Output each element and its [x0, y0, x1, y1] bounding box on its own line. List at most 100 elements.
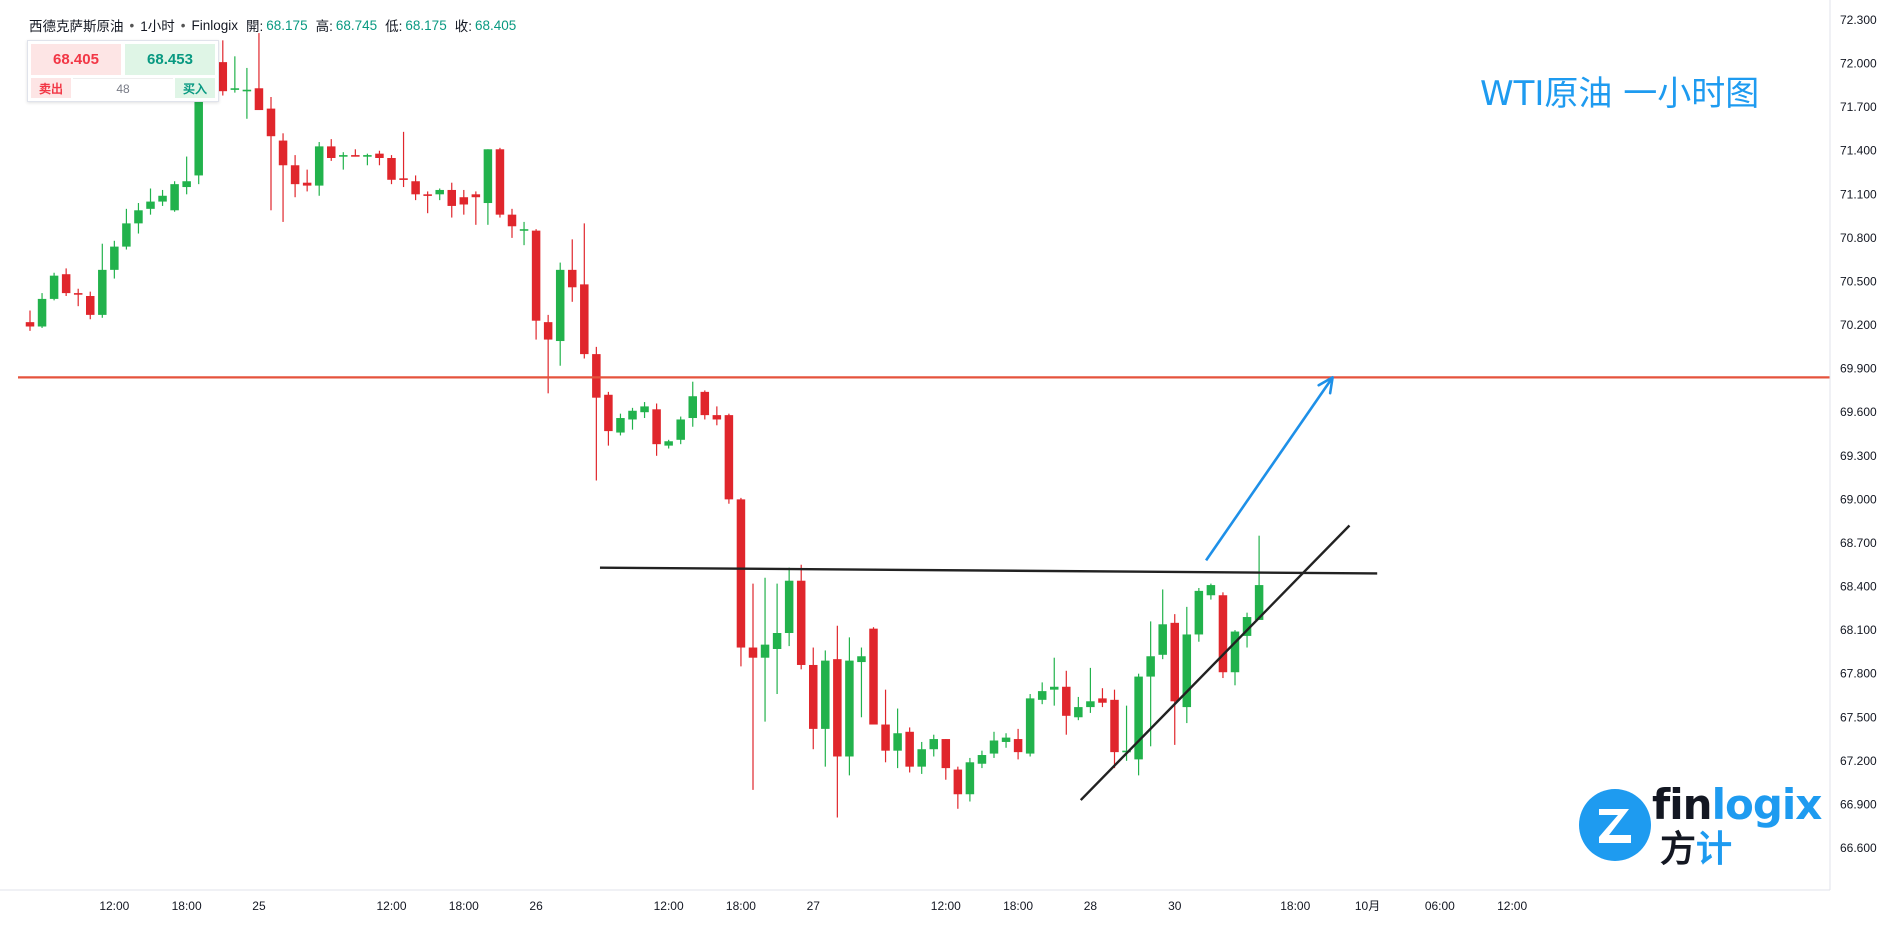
candle-body-up — [893, 733, 902, 751]
logo-z-icon — [1599, 809, 1631, 843]
candle-body-up — [929, 739, 938, 750]
time-tick-label: 12:00 — [654, 899, 684, 913]
time-tick-label: 18:00 — [449, 899, 479, 913]
candle-body-up — [242, 89, 252, 92]
price-tick-label: 72.300 — [1840, 13, 1877, 27]
target-arrow-head-icon — [1317, 376, 1334, 395]
sell-label[interactable]: 卖出 — [31, 78, 71, 98]
price-tick-label: 72.000 — [1840, 57, 1877, 71]
time-tick-label: 10月 — [1355, 899, 1380, 913]
price-tick-label: 69.600 — [1840, 405, 1877, 419]
candle-body-down — [266, 108, 276, 137]
drawings[interactable] — [599, 376, 1378, 801]
spread-value: 48 — [73, 78, 173, 99]
buy-price-button[interactable]: 68.453 — [125, 44, 215, 75]
chart-title: WTI原油 一小时图 — [1480, 74, 1760, 114]
price-tick-label: 68.700 — [1840, 536, 1877, 550]
candle-body-up — [363, 155, 372, 157]
high-value: 68.745 — [335, 17, 378, 33]
candle-body-down — [471, 194, 481, 198]
price-tick-label: 68.400 — [1840, 580, 1877, 594]
candle-body-down — [905, 731, 914, 767]
time-axis[interactable]: 12:00 18:00 25 12:00 18:00 26 12:00 18:00 27 12:0… — [0, 889, 1830, 913]
candle-body-up — [1074, 707, 1083, 718]
candle-body-up — [98, 269, 107, 315]
price-tick-label: 71.400 — [1840, 144, 1877, 158]
symbol-name: 西德克萨斯原油 — [29, 19, 124, 34]
candle-body-up — [146, 201, 155, 209]
time-tick-label: 06:00 — [1425, 899, 1455, 913]
candle-body-up — [977, 755, 987, 764]
logo-cn-fang: 方 — [1660, 829, 1697, 870]
candle-body-down — [507, 214, 517, 227]
price-tick-label: 68.100 — [1840, 623, 1877, 637]
price-tick-label: 66.600 — [1840, 841, 1877, 855]
candle-body-down — [652, 409, 661, 445]
candle-body-down — [796, 580, 806, 665]
time-tick-label: 18:00 — [1003, 899, 1033, 913]
interval-label[interactable]: 1小时 — [140, 19, 175, 34]
candle-body-up — [519, 229, 529, 231]
price-axis[interactable]: 72.300 72.000 71.700 71.400 71.100 70.800 70.5… — [1829, 0, 1877, 890]
target-arrow-line[interactable] — [1205, 376, 1334, 562]
buy-label[interactable]: 买入 — [175, 78, 215, 98]
candle-body-down — [568, 269, 577, 288]
time-tick-label: 28 — [1084, 899, 1098, 913]
candle-body-up — [170, 184, 179, 211]
candle-body-up — [1025, 698, 1035, 754]
candle-body-up — [1146, 656, 1155, 677]
candle-body-down — [881, 724, 890, 751]
logo-wordmark: finlogix — [1652, 780, 1822, 829]
candle-body-down — [700, 391, 710, 416]
candle-body-down — [748, 647, 758, 658]
time-tick-label: 12:00 — [931, 899, 961, 913]
candle-body-down — [86, 296, 95, 315]
finlogix-logo — [1579, 789, 1651, 861]
candle-body-down — [411, 181, 420, 195]
candlesticks — [25, 33, 1264, 818]
candle-body-up — [435, 189, 444, 195]
logo-cn-ji: 计 — [1696, 829, 1733, 870]
candle-body-down — [423, 194, 432, 196]
separator-dot: • — [180, 17, 186, 33]
candle-body-down — [375, 153, 384, 158]
time-tick-label: 18:00 — [726, 899, 756, 913]
candle-body-down — [580, 284, 589, 355]
time-tick-label: 27 — [807, 899, 821, 913]
candle-body-up — [1037, 691, 1047, 700]
time-tick-label: 12:00 — [1497, 899, 1527, 913]
candle-body-down — [387, 158, 396, 180]
low-value: 68.175 — [405, 17, 447, 33]
candle-body-down — [290, 165, 300, 185]
logo-word-fin: fin — [1652, 780, 1713, 829]
candle-body-up — [760, 644, 770, 658]
candle-body-down — [302, 182, 312, 186]
sell-price-button[interactable]: 68.405 — [31, 44, 121, 75]
price-tick-label: 70.200 — [1840, 318, 1877, 332]
candle-body-up — [616, 418, 625, 433]
candle-body-down — [953, 769, 963, 795]
candle-body-up — [122, 223, 131, 247]
candle-body-up — [965, 762, 975, 795]
high-label: 高: — [315, 19, 333, 34]
neckline-line[interactable] — [599, 566, 1378, 575]
candle-body-down — [73, 293, 83, 295]
candle-body-up — [640, 406, 649, 413]
candle-body-up — [1134, 676, 1143, 760]
price-tick-label: 69.300 — [1840, 449, 1877, 463]
candle-body-up — [857, 656, 866, 663]
ascending-trendline-line[interactable] — [1079, 524, 1351, 801]
candle-body-up — [314, 146, 324, 186]
candle-body-up — [1050, 686, 1059, 690]
candle-body-up — [664, 441, 673, 446]
time-tick-label: 26 — [529, 899, 543, 913]
close-label: 收: — [454, 19, 472, 34]
candle-body-down — [809, 664, 818, 729]
time-tick-label: 25 — [252, 899, 266, 913]
candle-body-down — [1218, 595, 1228, 673]
candle-body-down — [459, 197, 469, 205]
time-tick-label: 30 — [1168, 899, 1182, 913]
candle-body-up — [845, 660, 854, 757]
price-tick-label: 70.500 — [1840, 274, 1877, 288]
